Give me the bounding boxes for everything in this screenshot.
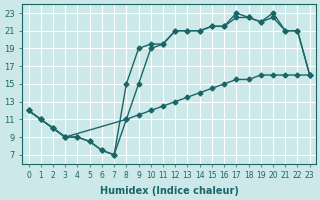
X-axis label: Humidex (Indice chaleur): Humidex (Indice chaleur) [100, 186, 239, 196]
